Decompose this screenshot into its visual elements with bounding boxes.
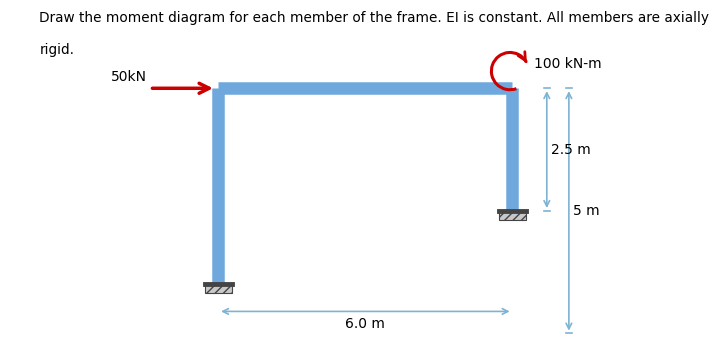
Text: 6.0 m: 6.0 m <box>345 317 385 331</box>
Polygon shape <box>499 211 526 220</box>
Text: 100 kN-m: 100 kN-m <box>533 57 601 71</box>
Text: 2.5 m: 2.5 m <box>551 142 591 156</box>
Text: Draw the moment diagram for each member of the frame. EI is constant. All member: Draw the moment diagram for each member … <box>39 11 710 25</box>
Text: rigid.: rigid. <box>39 43 74 57</box>
Polygon shape <box>205 285 232 293</box>
Text: 50kN: 50kN <box>111 71 147 84</box>
Text: 5 m: 5 m <box>573 204 599 218</box>
